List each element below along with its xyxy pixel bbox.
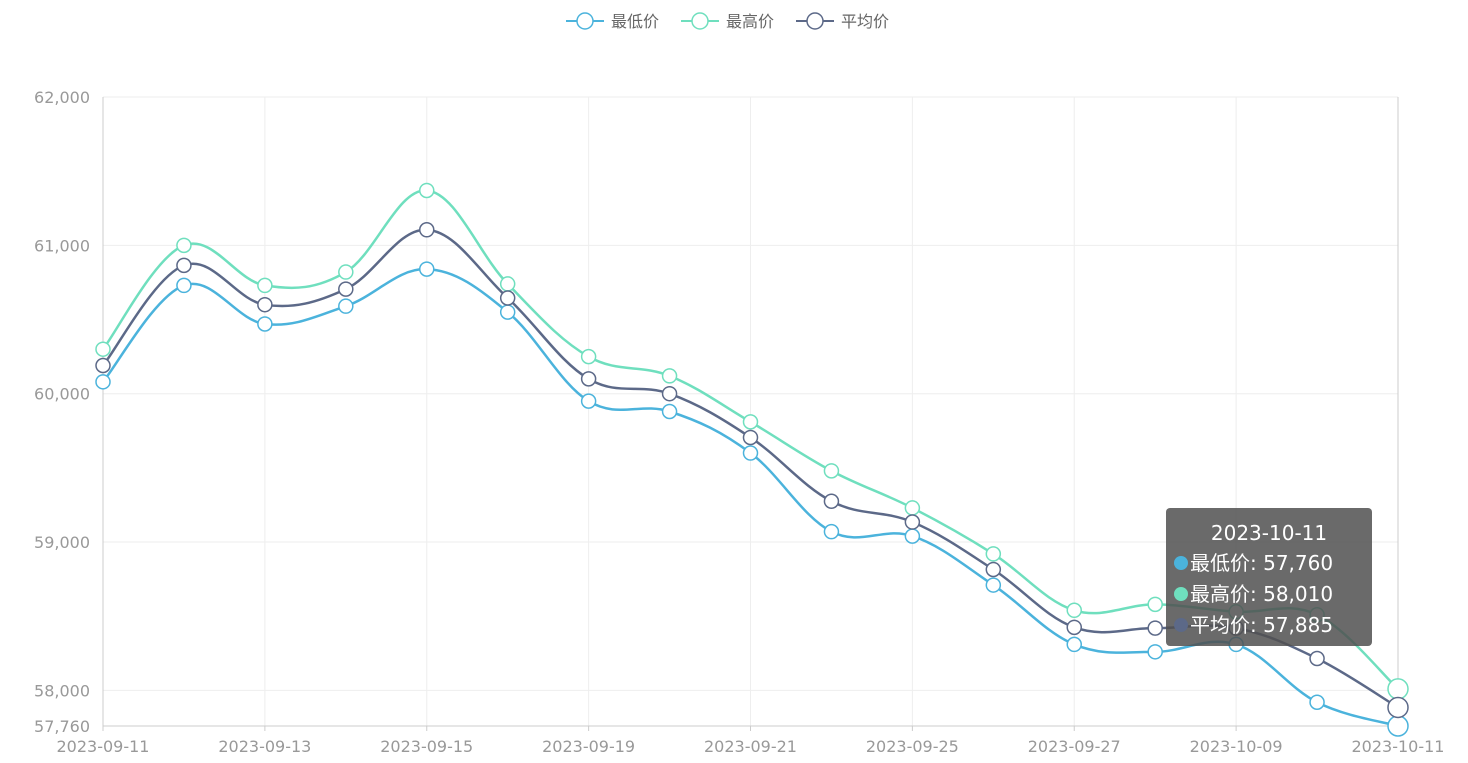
y-tick-label: 60,000 bbox=[34, 385, 90, 404]
data-point bbox=[499, 276, 516, 292]
data-point bbox=[823, 463, 840, 479]
x-tick-label: 2023-09-13 bbox=[218, 737, 311, 756]
data-point bbox=[176, 257, 192, 274]
data-point bbox=[985, 546, 1002, 562]
data-point bbox=[1147, 644, 1163, 660]
data-point bbox=[1147, 620, 1163, 636]
data-point bbox=[1387, 715, 1409, 737]
data-point bbox=[95, 374, 111, 390]
legend-label: 最低价 bbox=[611, 12, 659, 31]
x-tick-label: 2023-10-11 bbox=[1352, 737, 1445, 756]
data-point bbox=[419, 261, 435, 277]
data-point bbox=[1309, 650, 1325, 667]
data-point bbox=[338, 281, 354, 297]
legend-marker bbox=[806, 12, 824, 30]
y-tick-label: 58,000 bbox=[34, 681, 90, 700]
x-tick-label: 2023-09-25 bbox=[866, 737, 959, 756]
data-point bbox=[661, 385, 678, 402]
tooltip-row-label: 最低价: 57,760 bbox=[1190, 551, 1334, 575]
legend-marker bbox=[691, 12, 709, 30]
axes: 57,760 58,000 59,000 60,000 61,000 62,000 2023… bbox=[34, 88, 1444, 756]
data-point bbox=[176, 237, 192, 254]
data-point bbox=[257, 296, 273, 313]
data-point bbox=[95, 341, 111, 357]
data-point bbox=[580, 393, 597, 409]
x-tick-label: 2023-09-21 bbox=[704, 737, 797, 756]
data-point bbox=[338, 264, 354, 280]
data-point bbox=[742, 429, 759, 446]
data-point bbox=[985, 561, 1002, 578]
tooltip: 2023-10-11 最低价: 57,760 最高价: 58,010 平均价: … bbox=[1166, 508, 1372, 646]
data-point bbox=[338, 298, 354, 314]
data-point bbox=[661, 368, 678, 384]
data-point bbox=[176, 277, 192, 294]
data-point bbox=[257, 277, 273, 294]
tooltip-title: 2023-10-11 bbox=[1210, 521, 1328, 545]
y-tick-label: 57,760 bbox=[34, 717, 90, 736]
y-tick-label: 61,000 bbox=[34, 236, 90, 255]
data-point bbox=[742, 445, 759, 461]
data-point bbox=[1066, 619, 1082, 636]
data-point bbox=[1147, 596, 1163, 613]
data-point bbox=[419, 222, 435, 238]
data-point bbox=[904, 528, 921, 544]
data-point bbox=[419, 182, 435, 199]
tooltip-row-high: 最高价: 58,010 bbox=[1174, 579, 1372, 610]
data-point bbox=[904, 514, 921, 530]
data-point bbox=[95, 357, 111, 374]
data-point bbox=[661, 403, 678, 420]
data-point bbox=[823, 493, 840, 510]
x-tick-label: 2023-09-19 bbox=[542, 737, 635, 756]
tooltip-row-label: 最高价: 58,010 bbox=[1190, 582, 1334, 606]
data-point bbox=[985, 577, 1002, 593]
x-tick-label: 2023-09-11 bbox=[57, 737, 150, 756]
tooltip-dot-high bbox=[1174, 586, 1188, 601]
tooltip-row-avg: 平均价: 57,885 bbox=[1174, 610, 1372, 641]
tooltip-dot-low bbox=[1174, 555, 1188, 570]
data-point bbox=[1066, 602, 1082, 619]
data-point bbox=[580, 348, 597, 365]
data-point bbox=[1387, 696, 1409, 719]
legend-marker bbox=[576, 12, 594, 30]
x-tick-label: 2023-09-27 bbox=[1028, 737, 1121, 756]
data-point bbox=[499, 304, 516, 320]
data-point bbox=[904, 500, 921, 516]
data-point bbox=[499, 290, 516, 306]
legend-label: 最高价 bbox=[726, 12, 774, 31]
data-point bbox=[1309, 694, 1325, 711]
tooltip-dot-avg bbox=[1174, 617, 1188, 632]
x-tick-label: 2023-10-09 bbox=[1190, 737, 1283, 756]
data-point bbox=[257, 316, 273, 332]
tooltip-row-label: 平均价: 57,885 bbox=[1190, 613, 1334, 637]
legend: 最低价 最高价 平均价 bbox=[566, 12, 889, 31]
data-point bbox=[580, 371, 597, 387]
tooltip-row-low: 最低价: 57,760 bbox=[1174, 548, 1372, 579]
data-point bbox=[742, 414, 759, 430]
x-tick-label: 2023-09-15 bbox=[380, 737, 473, 756]
legend-label: 平均价 bbox=[841, 12, 889, 31]
data-point bbox=[1066, 636, 1082, 653]
data-point bbox=[1387, 678, 1409, 700]
points-group bbox=[95, 182, 1409, 737]
data-point bbox=[823, 523, 840, 540]
y-tick-label: 59,000 bbox=[34, 533, 90, 552]
y-tick-label: 62,000 bbox=[34, 88, 90, 107]
